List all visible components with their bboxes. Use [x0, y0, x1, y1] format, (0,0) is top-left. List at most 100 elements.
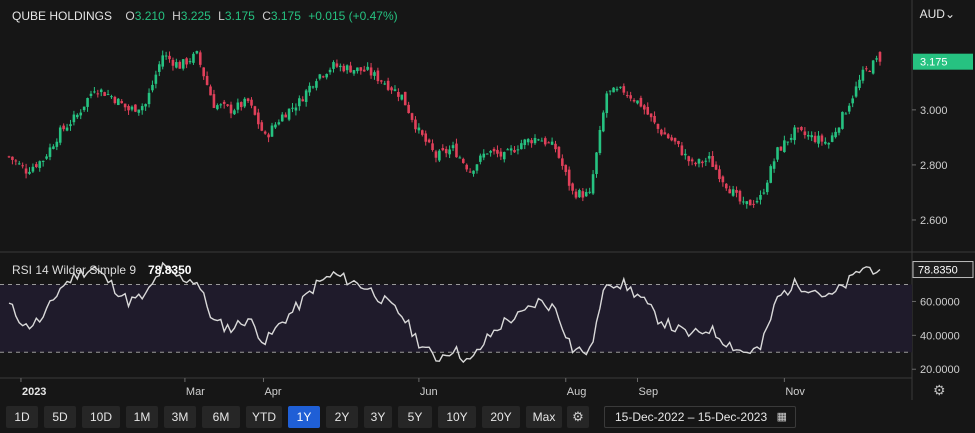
candle-body — [868, 70, 872, 72]
candle-body — [72, 114, 76, 123]
currency-selector[interactable]: AUD⌄ — [920, 7, 955, 21]
candle-body — [219, 104, 223, 106]
candle-body — [533, 137, 537, 144]
candle-body — [352, 70, 356, 74]
candle-body — [543, 138, 547, 145]
candle-body — [17, 163, 21, 165]
candle-body — [827, 143, 831, 145]
rsi-value: 78.8350 — [148, 263, 192, 277]
candle-body — [380, 80, 383, 82]
candle-body — [779, 146, 783, 151]
candle-body — [216, 105, 219, 110]
date-range-picker[interactable]: 15-Dec-2022 – 15-Dec-2023 ▦ — [604, 406, 796, 428]
candle-body — [113, 96, 117, 104]
range-button-10d[interactable]: 10D — [82, 406, 120, 428]
candle-body — [393, 89, 397, 91]
range-button-5y[interactable]: 5Y — [398, 406, 432, 428]
candle-body — [677, 140, 680, 145]
candle-body — [619, 86, 622, 88]
candle-body — [581, 191, 585, 198]
candle-body — [65, 127, 69, 131]
candle-body — [373, 72, 376, 76]
candle-body — [701, 161, 704, 164]
candle-body — [451, 145, 455, 149]
chevron-down-icon: ⌄ — [944, 7, 955, 21]
range-button-ytd[interactable]: YTD — [246, 406, 282, 428]
candle-body — [335, 63, 339, 67]
candle-body — [106, 94, 110, 96]
candle-body — [96, 93, 100, 95]
candle-body — [817, 135, 820, 144]
candle-body — [755, 201, 759, 203]
candle-body — [93, 91, 96, 93]
candle-body — [789, 137, 793, 140]
candle-body — [246, 98, 250, 102]
candle-body — [403, 91, 407, 106]
candle-body — [270, 125, 274, 137]
candle-body — [707, 156, 711, 159]
candle-body — [557, 146, 561, 158]
candle-body — [629, 95, 632, 99]
candle-body — [390, 87, 393, 91]
candle-body — [359, 67, 363, 71]
candle-body — [595, 152, 598, 174]
candle-body — [800, 126, 803, 131]
candle-body — [479, 155, 482, 162]
range-toolbar: 1D 5D 10D 1M 3M 6M YTD 1Y 2Y 3Y 5Y 10Y 2… — [0, 401, 975, 433]
candle-body — [274, 124, 277, 128]
candle-body — [243, 98, 246, 107]
candle-body — [714, 164, 718, 170]
candle-body — [257, 112, 260, 125]
candle-body — [339, 65, 342, 68]
candle-body — [321, 76, 325, 78]
price-y-tick-label: 3.000 — [920, 105, 948, 117]
range-button-3m[interactable]: 3M — [164, 406, 196, 428]
rsi-label: RSI 14 Wilder Simple 9 — [12, 263, 137, 277]
range-button-5d[interactable]: 5D — [44, 406, 76, 428]
candle-body — [45, 156, 48, 159]
candle-body — [847, 105, 851, 112]
candle-body — [806, 135, 810, 137]
candle-body — [226, 104, 229, 106]
candle-body — [574, 191, 578, 198]
range-button-2y[interactable]: 2Y — [326, 406, 358, 428]
candle-body — [643, 105, 646, 110]
range-button-max[interactable]: Max — [526, 406, 562, 428]
rsi-y-tick-label: 60.0000 — [920, 296, 960, 308]
range-button-10y[interactable]: 10Y — [438, 406, 476, 428]
candle-body — [233, 110, 236, 115]
candle-body — [602, 112, 605, 132]
gear-icon[interactable]: ⚙ — [567, 406, 589, 428]
candle-body — [315, 81, 318, 88]
candle-body — [878, 52, 882, 62]
price-y-tick-label: 2.800 — [920, 160, 948, 172]
chart-settings-icon[interactable]: ⚙ — [933, 382, 946, 398]
candle-body — [386, 80, 390, 90]
range-button-20y[interactable]: 20Y — [482, 406, 520, 428]
candle-body — [793, 127, 796, 141]
candle-body — [14, 160, 18, 162]
candle-body — [260, 122, 264, 131]
candle-body — [222, 101, 226, 104]
candle-body — [253, 106, 257, 115]
candle-body — [69, 124, 72, 127]
candle-body — [198, 52, 202, 65]
candle-body — [666, 134, 670, 139]
range-button-1y[interactable]: 1Y — [288, 406, 320, 428]
range-button-1d[interactable]: 1D — [6, 406, 38, 428]
candle-body — [325, 73, 328, 78]
close-label: C — [262, 9, 271, 23]
candle-body — [608, 90, 612, 92]
rsi-y-tick-label: 40.0000 — [920, 330, 960, 342]
date-separator: – — [687, 410, 695, 424]
candle-body — [263, 131, 267, 134]
candle-body — [496, 149, 499, 154]
candle-body — [21, 165, 24, 167]
candle-body — [687, 156, 691, 162]
candle-body — [407, 104, 410, 114]
range-button-6m[interactable]: 6M — [202, 406, 240, 428]
range-button-1m[interactable]: 1M — [126, 406, 158, 428]
candle-body — [366, 66, 369, 70]
range-button-3y[interactable]: 3Y — [364, 406, 392, 428]
